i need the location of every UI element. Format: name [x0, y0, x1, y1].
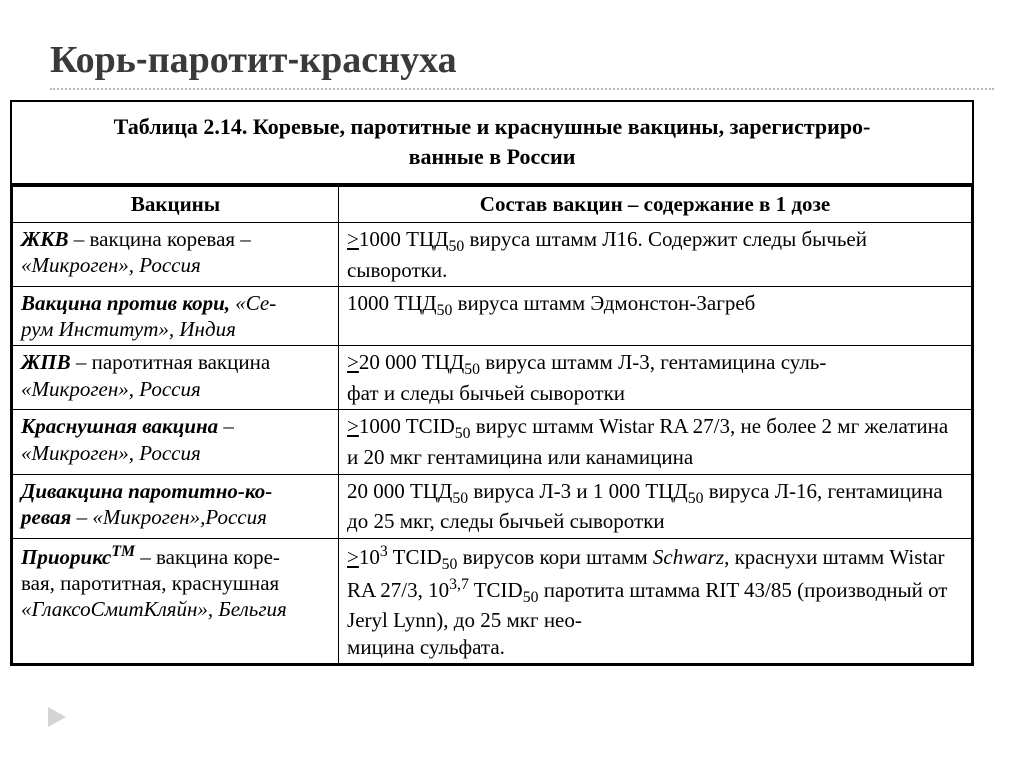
cell-vaccine: ЖПВ – паротитная вакцина «Микроген», Рос… [13, 346, 339, 410]
cell-vaccine: ЖКВ – вакцина коревая – «Микроген», Росс… [13, 222, 339, 286]
page-title: Корь-паротит-краснуха [50, 38, 994, 82]
caption-line2: ванные в России [409, 144, 576, 169]
table-row: ЖПВ – паротитная вакцина «Микроген», Рос… [13, 346, 972, 410]
table-row: ПриориксTM – вакцина коре-вая, паротитна… [13, 538, 972, 663]
cell-composition: >20 000 ТЦД50 вируса штамм Л-3, гентамиц… [339, 346, 972, 410]
cell-vaccine: Краснушная вакцина – «Микроген», Россия [13, 410, 339, 474]
cell-composition: >103 TCID50 вирусов кори штамм Schwarz, … [339, 538, 972, 663]
table-container: Таблица 2.14. Коревые, паротитные и крас… [10, 100, 974, 666]
cell-composition: >1000 TCID50 вирус штамм Wistar RA 27/3,… [339, 410, 972, 474]
caption-line1: Таблица 2.14. Коревые, паротитные и крас… [114, 114, 871, 139]
cell-vaccine: Вакцина против кори, «Се-рум Институт», … [13, 286, 339, 346]
corner-decoration [48, 707, 66, 727]
table-row: ЖКВ – вакцина коревая – «Микроген», Росс… [13, 222, 972, 286]
cell-composition: 20 000 ТЦД50 вируса Л-3 и 1 000 ТЦД50 ви… [339, 474, 972, 538]
table-row: Краснушная вакцина – «Микроген», Россия>… [13, 410, 972, 474]
table-row: Дивакцина паротитно-ко-ревая – «Микроген… [13, 474, 972, 538]
divider [50, 88, 994, 90]
col-header-composition: Состав вакцин – содержание в 1 дозе [339, 187, 972, 222]
table-row: Вакцина против кори, «Се-рум Институт», … [13, 286, 972, 346]
table-header-row: Вакцины Состав вакцин – содержание в 1 д… [13, 187, 972, 222]
cell-composition: >1000 ТЦД50 вируса штамм Л16. Содержит с… [339, 222, 972, 286]
cell-vaccine: ПриориксTM – вакцина коре-вая, паротитна… [13, 538, 339, 663]
vaccines-table: Вакцины Состав вакцин – содержание в 1 д… [12, 186, 972, 664]
table-caption: Таблица 2.14. Коревые, паротитные и крас… [12, 102, 972, 186]
col-header-vaccine: Вакцины [13, 187, 339, 222]
table-body: ЖКВ – вакцина коревая – «Микроген», Росс… [13, 222, 972, 663]
cell-composition: 1000 ТЦД50 вируса штамм Эдмонстон-Загреб [339, 286, 972, 346]
cell-vaccine: Дивакцина паротитно-ко-ревая – «Микроген… [13, 474, 339, 538]
